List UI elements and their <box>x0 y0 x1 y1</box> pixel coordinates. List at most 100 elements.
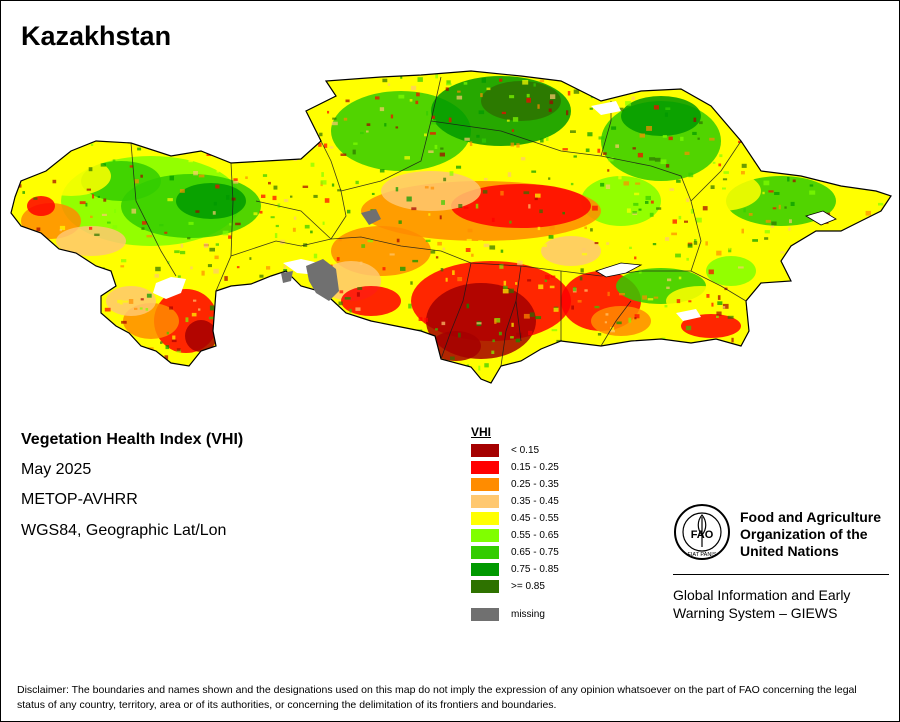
vhi-speckle <box>68 382 71 383</box>
vhi-speckle <box>718 228 723 232</box>
vhi-speckle <box>36 227 41 232</box>
vhi-speckle <box>580 268 584 273</box>
vhi-speckle <box>717 301 723 305</box>
vhi-speckle <box>652 243 657 246</box>
vhi-speckle <box>454 372 457 376</box>
vhi-speckle <box>322 221 325 225</box>
vhi-speckle <box>47 296 50 300</box>
vhi-speckle <box>549 100 554 105</box>
vhi-speckle <box>839 118 843 122</box>
vhi-speckle <box>440 147 444 150</box>
vhi-speckle <box>664 112 668 117</box>
vhi-speckle <box>228 235 232 239</box>
vhi-speckle <box>83 92 87 96</box>
vhi-speckle <box>171 339 177 343</box>
vhi-speckle <box>833 311 837 315</box>
vhi-speckle <box>523 191 530 195</box>
legend-swatch <box>471 495 499 508</box>
vhi-speckle <box>476 134 480 138</box>
vhi-speckle <box>409 99 413 102</box>
vhi-speckle <box>412 259 419 263</box>
vhi-speckle <box>430 250 436 254</box>
vhi-speckle <box>882 214 889 219</box>
vhi-speckle <box>877 266 881 270</box>
vhi-speckle <box>710 252 713 255</box>
vhi-speckle <box>310 230 313 234</box>
vhi-speckle <box>274 233 278 238</box>
vhi-speckle <box>629 246 632 249</box>
vhi-speckle <box>812 152 816 157</box>
vhi-speckle <box>87 115 92 121</box>
vhi-speckle <box>139 377 142 382</box>
vhi-speckle <box>23 306 28 309</box>
vhi-speckle <box>258 289 264 294</box>
vhi-speckle <box>687 243 693 248</box>
vhi-speckle <box>283 199 289 202</box>
vhi-speckle <box>610 325 614 329</box>
vhi-speckle <box>709 76 715 80</box>
legend-swatch <box>471 512 499 525</box>
vhi-speckle <box>610 327 615 332</box>
vhi-speckle <box>217 282 221 287</box>
vhi-speckle <box>167 260 170 264</box>
vhi-speckle <box>595 360 598 364</box>
vhi-speckle <box>567 91 571 96</box>
vhi-speckle <box>131 208 137 214</box>
vhi-speckle <box>501 111 506 115</box>
vhi-speckle <box>225 324 229 328</box>
vhi-speckle <box>771 225 774 228</box>
vhi-speckle <box>261 194 266 198</box>
vhi-speckle <box>886 171 891 177</box>
vhi-speckle <box>801 338 807 342</box>
vhi-speckle <box>292 227 296 232</box>
vhi-speckle <box>876 154 879 159</box>
vhi-speckle <box>126 134 131 138</box>
vhi-speckle <box>304 224 310 229</box>
vhi-speckle <box>382 78 388 83</box>
vhi-speckle <box>209 305 215 311</box>
vhi-speckle <box>167 198 173 202</box>
vhi-speckle <box>634 314 640 319</box>
vhi-speckle <box>686 198 690 202</box>
vhi-speckle <box>198 308 201 311</box>
vhi-speckle <box>791 377 797 380</box>
vhi-speckle <box>816 107 822 112</box>
fao-name-line: United Nations <box>740 543 839 559</box>
vhi-speckle <box>482 190 488 194</box>
vhi-speckle <box>207 264 212 268</box>
vhi-speckle <box>144 261 149 264</box>
vhi-speckle <box>778 330 783 335</box>
vhi-speckle <box>12 170 16 175</box>
vhi-speckle <box>278 380 283 383</box>
vhi-speckle <box>837 326 843 330</box>
vhi-speckle <box>116 302 120 306</box>
vhi-zone <box>31 156 111 196</box>
vhi-speckle <box>338 237 342 242</box>
vhi-speckle <box>749 327 755 333</box>
vhi-speckle <box>51 251 56 256</box>
vhi-speckle <box>185 317 189 323</box>
vhi-speckle <box>359 261 363 265</box>
vhi-speckle <box>843 324 848 328</box>
vhi-speckle <box>213 73 219 76</box>
vhi-speckle <box>550 275 556 278</box>
vhi-speckle <box>664 305 668 308</box>
vhi-speckle <box>821 373 827 376</box>
vhi-speckle <box>857 362 864 367</box>
vhi-speckle <box>688 172 694 178</box>
vhi-speckle <box>37 156 41 161</box>
vhi-speckle <box>34 126 39 130</box>
vhi-speckle <box>204 108 208 114</box>
vhi-speckle <box>693 241 698 245</box>
vhi-speckle <box>347 209 351 214</box>
vhi-speckle <box>769 367 773 372</box>
vhi-speckle <box>456 165 462 169</box>
vhi-speckle <box>88 109 94 113</box>
vhi-speckle <box>863 363 869 368</box>
vhi-speckle <box>359 332 362 336</box>
vhi-speckle <box>315 362 318 365</box>
vhi-speckle <box>882 278 886 283</box>
vhi-speckle <box>819 267 823 272</box>
vhi-zone <box>541 236 601 266</box>
vhi-speckle <box>808 323 811 327</box>
